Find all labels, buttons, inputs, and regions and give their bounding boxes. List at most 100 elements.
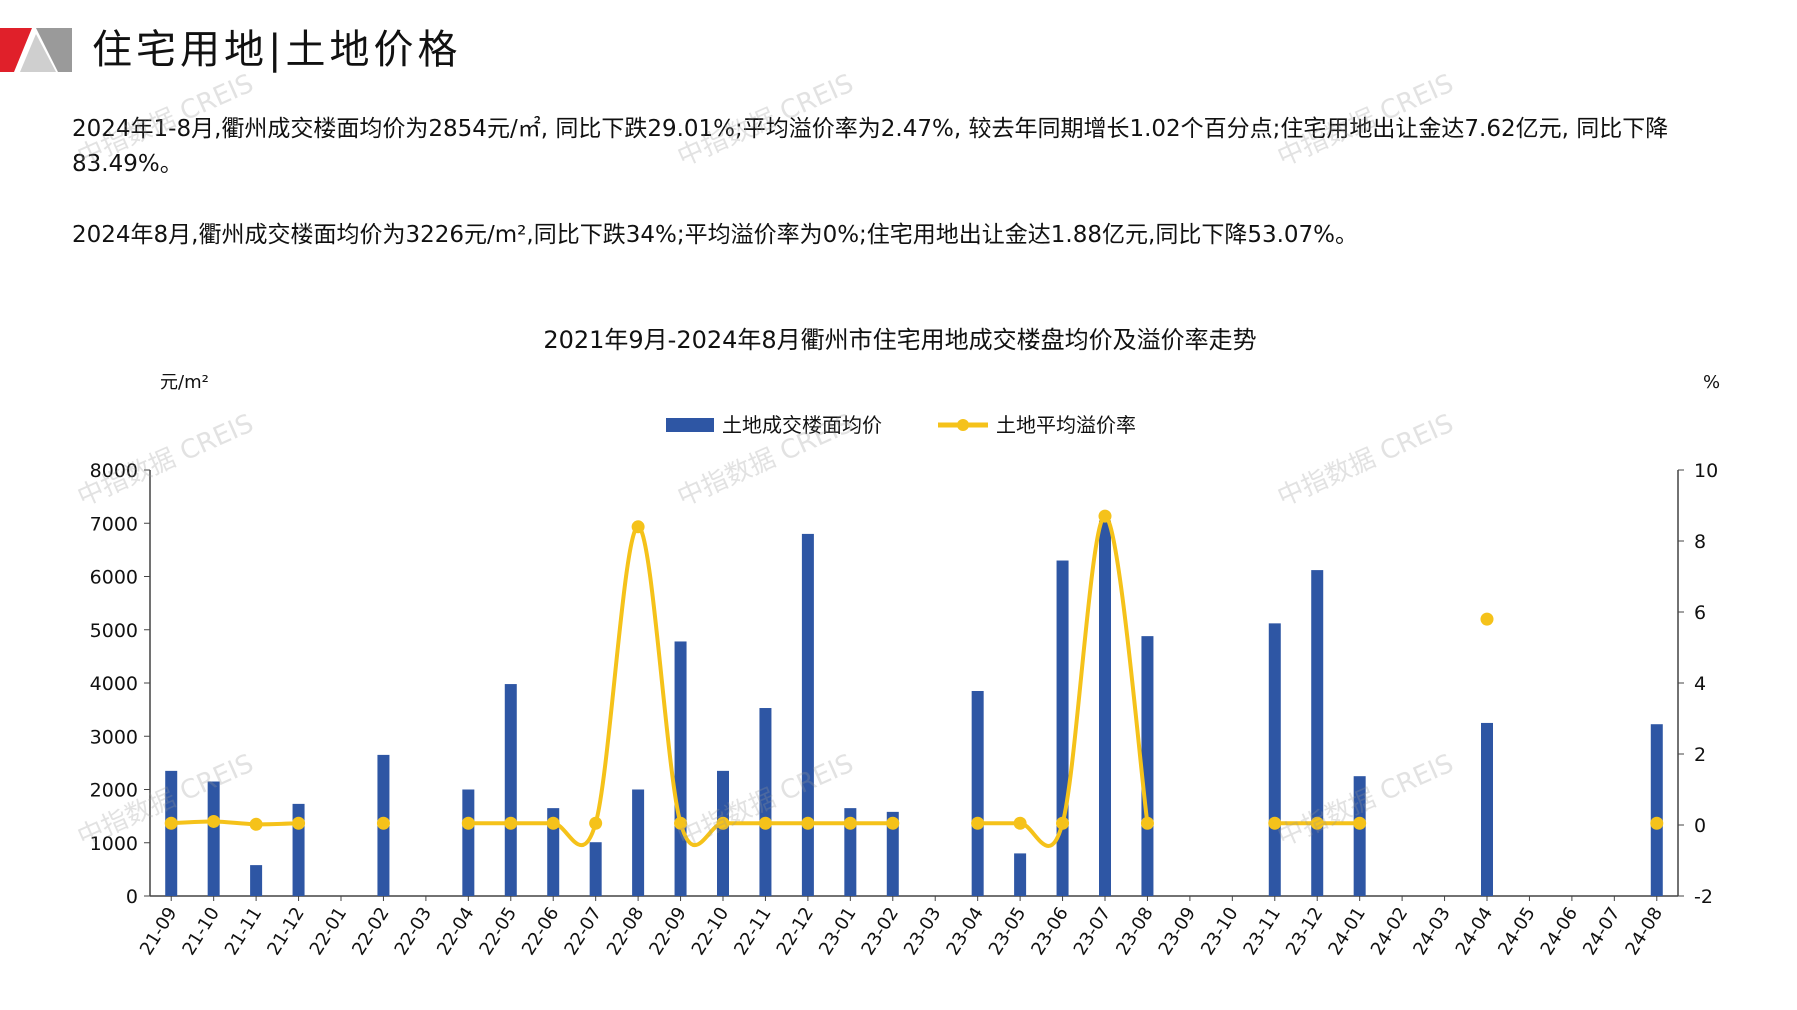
premium-point-22-10: [716, 816, 730, 830]
bar-22-09: [674, 641, 687, 896]
x-tick-label: 24-08: [1621, 904, 1667, 959]
left-tick-label: 8000: [90, 460, 138, 482]
x-tick-label: 22-11: [730, 904, 776, 959]
premium-point-23-04: [971, 816, 985, 830]
x-tick-label: 23-02: [857, 904, 903, 959]
x-tick-label: 22-09: [645, 904, 691, 959]
logo-red-shape: [0, 28, 32, 72]
bar-22-12: [801, 533, 814, 896]
premium-point-22-12: [801, 816, 815, 830]
x-tick-label: 21-11: [221, 904, 267, 959]
chart-title: 2021年9月-2024年8月衢州市住宅用地成交楼盘均价及溢价率走势: [543, 326, 1256, 354]
x-tick-label: 22-03: [391, 904, 437, 959]
right-tick-label: 10: [1694, 460, 1718, 482]
x-tick-label: 24-06: [1537, 904, 1583, 959]
bar-22-06: [547, 808, 560, 896]
premium-point-22-11: [758, 816, 772, 830]
x-tick-label: 23-11: [1239, 904, 1285, 959]
premium-point-21-12: [292, 816, 306, 830]
premium-point-21-11: [249, 817, 263, 831]
x-tick-label: 22-06: [518, 904, 564, 959]
premium-point-23-12: [1310, 816, 1324, 830]
x-tick-label: 23-12: [1282, 904, 1328, 959]
legend-swatch-marker: [957, 419, 969, 431]
premium-rate-line-segment: [171, 819, 299, 827]
right-axis-unit: %: [1703, 372, 1720, 393]
x-tick-label: 23-03: [900, 904, 946, 959]
price-premium-chart: 2021年9月-2024年8月衢州市住宅用地成交楼盘均价及溢价率走势 元/m² …: [90, 326, 1720, 959]
bar-series: [165, 520, 1663, 896]
left-tick-label: 7000: [90, 513, 138, 535]
x-tick-label: 22-12: [773, 904, 819, 959]
x-tick-label: 23-05: [985, 904, 1031, 959]
x-tick-labels: 21-0921-1021-1121-1222-0122-0222-0322-04…: [136, 896, 1667, 959]
bar-22-08: [632, 789, 645, 896]
bar-23-01: [844, 808, 857, 896]
x-tick-label: 22-07: [560, 904, 606, 959]
left-tick-label: 1000: [90, 833, 138, 855]
left-tick-label: 2000: [90, 780, 138, 802]
right-tick-label: 0: [1694, 815, 1706, 837]
x-tick-label: 22-05: [475, 904, 521, 959]
premium-point-21-09: [164, 816, 178, 830]
logo-gray-shape: [36, 28, 72, 72]
bar-23-07: [1099, 520, 1111, 896]
x-tick-label: 24-03: [1409, 904, 1455, 959]
chart-legend: 土地成交楼面均价 土地平均溢价率: [666, 413, 1136, 437]
bar-24-08: [1650, 724, 1663, 896]
x-tick-label: 23-04: [942, 904, 988, 959]
bar-22-04: [462, 789, 475, 896]
bar-23-06: [1056, 560, 1069, 896]
premium-point-21-10: [207, 814, 221, 828]
premium-point-23-01: [843, 816, 857, 830]
premium-point-24-08: [1650, 816, 1664, 830]
x-tick-label: 24-01: [1324, 904, 1370, 959]
premium-point-23-11: [1268, 816, 1282, 830]
x-tick-label: 23-06: [1027, 904, 1073, 959]
left-tick-label: 6000: [90, 567, 138, 589]
legend-label-line: 土地平均溢价率: [996, 413, 1136, 437]
left-tick-label: 0: [126, 886, 138, 908]
x-tick-label: 21-09: [136, 904, 182, 959]
x-tick-label: 24-02: [1367, 904, 1413, 959]
x-tick-label: 22-10: [688, 904, 734, 959]
premium-point-24-01: [1353, 816, 1367, 830]
bar-23-05: [1014, 853, 1027, 896]
x-tick-label: 21-12: [263, 904, 309, 959]
x-tick-label: 23-08: [1112, 904, 1158, 959]
x-tick-label: 22-01: [306, 904, 352, 959]
left-y-ticks: 0 1000 2000 3000 4000 5000 6000 7000 8000: [90, 460, 150, 908]
premium-point-23-06: [1056, 816, 1070, 830]
x-tick-label: 22-02: [348, 904, 394, 959]
right-tick-label: -2: [1694, 886, 1713, 908]
page-title: 住宅用地|土地价格: [92, 27, 462, 73]
bar-22-05: [504, 684, 517, 896]
line-series: [164, 509, 1664, 848]
premium-point-23-08: [1140, 816, 1154, 830]
x-tick-label: 24-07: [1579, 904, 1625, 959]
premium-point-22-09: [674, 816, 688, 830]
brand-logo-icon: [0, 28, 72, 72]
legend-swatch-bar: [666, 418, 714, 432]
right-y-ticks: -2 0 2 4 6 8 10: [1678, 460, 1718, 908]
bar-22-10: [717, 770, 729, 896]
x-tick-label: 24-05: [1494, 904, 1540, 959]
bar-23-02: [886, 811, 899, 896]
premium-point-22-08: [631, 520, 645, 534]
bar-24-01: [1353, 776, 1366, 896]
bar-21-09: [165, 770, 178, 896]
premium-point-22-07: [589, 816, 603, 830]
premium-point-22-06: [546, 816, 560, 830]
premium-point-23-07: [1098, 509, 1112, 523]
left-tick-label: 4000: [90, 673, 138, 695]
summary-paragraph-month: 2024年8月,衢州成交楼面均价为3226元/m²,同比下跌34%;平均溢价率为…: [72, 222, 1359, 248]
logo-light-shape: [20, 34, 56, 72]
premium-point-22-04: [461, 816, 475, 830]
x-tick-label: 24-04: [1452, 904, 1498, 959]
left-tick-label: 3000: [90, 726, 138, 748]
bar-23-08: [1141, 636, 1154, 896]
x-tick-label: 22-04: [433, 904, 479, 959]
summary-paragraph-ytd: 2024年1-8月,衢州成交楼面均价为2854元/㎡, 同比下跌29.01%;平…: [72, 116, 1669, 177]
x-tick-label: 23-09: [1155, 904, 1201, 959]
x-tick-label: 21-10: [178, 904, 224, 959]
